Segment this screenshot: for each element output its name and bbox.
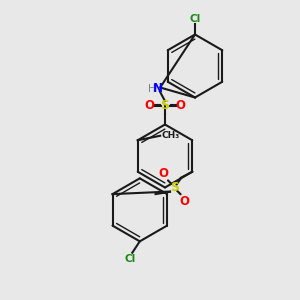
Text: N: N (153, 82, 163, 95)
Text: Cl: Cl (189, 14, 201, 24)
Text: O: O (159, 167, 169, 180)
Text: O: O (180, 195, 190, 208)
Text: O: O (144, 99, 154, 112)
Text: Cl: Cl (124, 254, 136, 264)
Text: S: S (170, 181, 179, 194)
Text: CH₃: CH₃ (162, 131, 180, 140)
Text: S: S (160, 99, 169, 112)
Text: H: H (148, 84, 156, 94)
Text: O: O (176, 99, 186, 112)
